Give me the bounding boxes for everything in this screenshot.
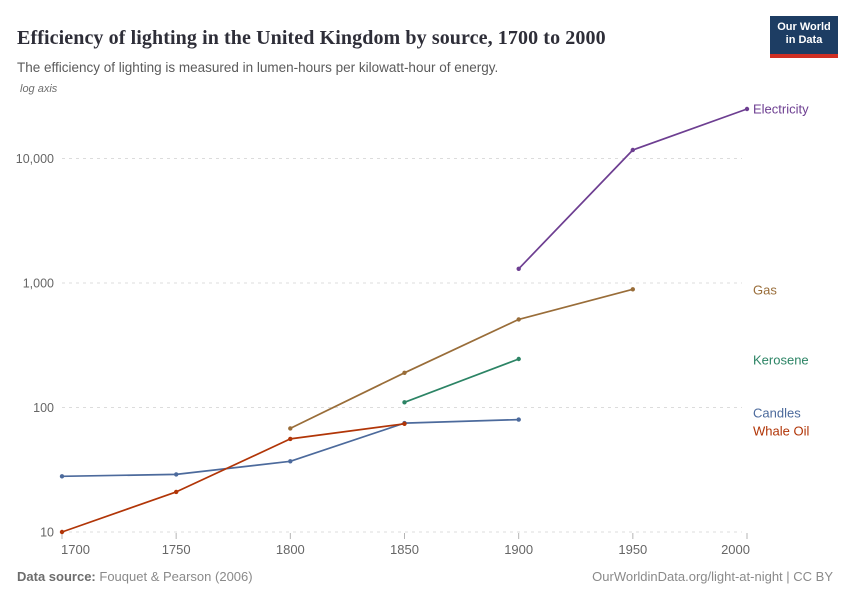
- data-source-label: Data source:: [17, 569, 96, 584]
- data-point-electricity-1900[interactable]: [516, 266, 521, 271]
- y-axis-tick-label: 100: [33, 401, 54, 415]
- series-label-kerosene[interactable]: Kerosene: [753, 353, 809, 368]
- y-axis-tick-label: 10: [40, 526, 54, 540]
- series-line-gas[interactable]: [289, 288, 634, 430]
- data-point-kerosene-1850[interactable]: [402, 400, 407, 405]
- y-axis-tick-label: 1,000: [23, 277, 54, 291]
- data-point-electricity-1950[interactable]: [630, 147, 635, 153]
- x-axis-tick-label: 1950: [618, 542, 647, 557]
- data-point-kerosene-1900[interactable]: [516, 356, 521, 362]
- credit-link[interactable]: OurWorldinData.org/light-at-night | CC B…: [592, 569, 833, 584]
- data-point-gas-1850[interactable]: [402, 370, 407, 375]
- x-axis-tick-label: 1700: [61, 542, 90, 557]
- data-point-candles-1700[interactable]: [59, 474, 65, 479]
- owid-logo-line1: Our World: [777, 21, 831, 33]
- x-axis-tick-label: 1900: [504, 542, 533, 557]
- data-point-gas-1800[interactable]: [288, 426, 293, 431]
- data-point-gas-1900[interactable]: [516, 317, 521, 322]
- series-line-electricity[interactable]: [517, 108, 748, 270]
- y-axis-tick-label: 10,000: [16, 152, 54, 166]
- data-point-whale-oil-1850[interactable]: [402, 421, 407, 426]
- data-point-gas-1950[interactable]: [630, 287, 635, 292]
- series-label-gas[interactable]: Gas: [753, 283, 777, 298]
- data-point-whale-oil-1800[interactable]: [288, 436, 293, 442]
- x-axis-tick-label: 2000: [721, 542, 750, 557]
- chart-subtitle: The efficiency of lighting is measured i…: [17, 59, 499, 75]
- data-point-candles-1800[interactable]: [288, 459, 293, 464]
- x-axis-tick-label: 1850: [390, 542, 419, 557]
- data-point-whale-oil-1700[interactable]: [59, 529, 65, 535]
- data-point-candles-1750[interactable]: [174, 472, 179, 477]
- owid-logo-line2: in Data: [785, 34, 823, 46]
- series-line-kerosene[interactable]: [403, 358, 520, 404]
- data-point-whale-oil-1750[interactable]: [174, 489, 179, 495]
- series-line-whale-oil[interactable]: [61, 422, 406, 533]
- series-label-electricity[interactable]: Electricity: [753, 102, 809, 117]
- chart-title: Efficiency of lighting in the United Kin…: [17, 27, 606, 50]
- data-source-text: Fouquet & Pearson (2006): [99, 569, 253, 584]
- data-point-electricity-2000[interactable]: [744, 106, 750, 112]
- series-label-whale-oil[interactable]: Whale Oil: [753, 424, 809, 439]
- x-axis-tick-label: 1800: [276, 542, 305, 557]
- data-source: Data source: Fouquet & Pearson (2006): [17, 569, 253, 584]
- owid-logo[interactable]: Our World in Data: [770, 16, 838, 58]
- series-label-candles[interactable]: Candles: [753, 406, 801, 421]
- data-point-candles-1900[interactable]: [516, 417, 521, 422]
- x-axis-tick-label: 1750: [162, 542, 191, 557]
- log-axis-note: log axis: [20, 83, 58, 95]
